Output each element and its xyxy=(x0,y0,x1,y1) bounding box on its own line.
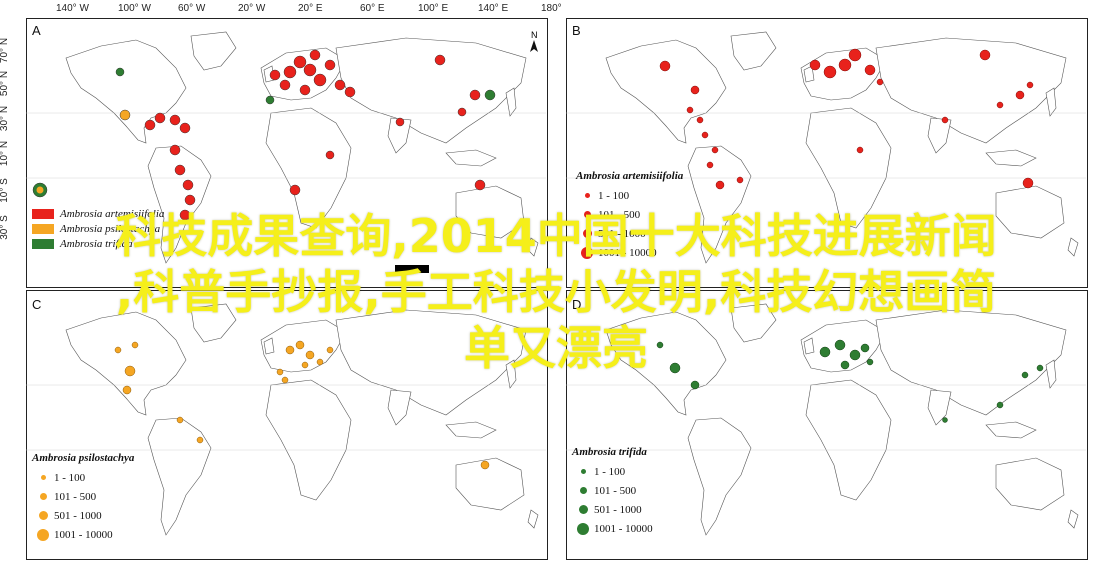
overlay-headline: 科技成果查询,2014中国十大科技进展新闻 ,科普手抄报,手工科技小发明,科技幻… xyxy=(0,208,1112,376)
legend-dot xyxy=(38,511,48,520)
legend-a-item: Ambrosia artemisiifolia xyxy=(32,206,164,221)
left-axis-label: 70° N xyxy=(0,37,11,64)
legend-a-item: Ambrosia trifida xyxy=(32,236,164,251)
legend-dot xyxy=(584,193,590,198)
legend-a: Ambrosia artemisiifolia Ambrosia psilost… xyxy=(32,206,164,251)
legend-label: 1 - 100 xyxy=(598,189,630,202)
legend-label: 501 - 1000 xyxy=(54,509,102,522)
legend-label: 1 - 100 xyxy=(54,471,86,484)
occurrence-points-c xyxy=(114,340,490,470)
legend-label: 501 - 1000 xyxy=(598,227,646,240)
legend-dot xyxy=(581,246,593,259)
top-axis-label: 60° W xyxy=(178,3,206,14)
legend-a-item: Ambrosia psilostachya xyxy=(32,221,164,236)
top-axis-label: 20° E xyxy=(298,3,323,14)
top-axis-label: 100° W xyxy=(118,3,151,14)
panel-label-c: C xyxy=(32,297,42,312)
legend-title: Ambrosia artemisiifolia xyxy=(576,170,684,182)
top-axis-label: 60° E xyxy=(360,3,385,14)
occurrence-points-a xyxy=(32,49,496,221)
legend-title: Ambrosia psilostachya xyxy=(32,452,135,464)
north-arrow xyxy=(530,40,538,52)
legend-label: 101 - 500 xyxy=(594,484,637,497)
legend-swatch xyxy=(32,208,54,219)
north-label: N xyxy=(531,30,538,40)
left-axis-label: 10° N xyxy=(0,140,11,167)
legend-dot xyxy=(577,522,589,535)
legend-swatch xyxy=(32,238,54,249)
scale-bar xyxy=(395,265,429,273)
legend-label: 501 - 1000 xyxy=(594,503,642,516)
legend-title: Ambrosia trifida xyxy=(572,446,647,458)
left-axis-label: 10° S xyxy=(0,178,10,203)
legend-dot xyxy=(579,487,587,494)
legend-swatch xyxy=(32,223,54,234)
top-axis-label: 140° W xyxy=(56,3,89,14)
legend-b: Ambrosia artemisiifolia 1 - 100 101 - 50… xyxy=(576,170,683,262)
legend-d: Ambrosia trifida 1 - 100 101 - 500 501 -… xyxy=(572,446,653,538)
overlay-line-3: 单又漂亮 xyxy=(464,321,648,375)
legend-label: 1001 - 10000 xyxy=(54,528,113,541)
legend-dot xyxy=(37,528,49,541)
left-axis-label: 30° N xyxy=(0,105,11,132)
overlay-line-1: 科技成果查询,2014中国十大科技进展新闻 xyxy=(115,209,997,263)
left-axis-label: 50° N xyxy=(0,70,11,97)
legend-label: Ambrosia psilostachya xyxy=(60,222,161,235)
legend-label: 1001 - 10000 xyxy=(594,522,653,535)
legend-dot xyxy=(39,493,47,500)
legend-c: Ambrosia psilostachya 1 - 100 101 - 500 … xyxy=(32,452,134,544)
legend-dot xyxy=(582,229,592,238)
overlay-line-2: ,科普手抄报,手工科技小发明,科技幻想画简 xyxy=(115,265,997,319)
panel-label-d: D xyxy=(572,297,582,312)
legend-dot xyxy=(578,505,588,514)
legend-label: Ambrosia artemisiifolia xyxy=(60,207,165,220)
legend-label: 101 - 500 xyxy=(598,208,641,221)
panel-label-b: B xyxy=(572,23,581,38)
occurrence-points-d xyxy=(656,339,1044,423)
legend-label: Ambrosia trifida xyxy=(60,237,133,250)
legend-label: 101 - 500 xyxy=(54,490,97,503)
legend-label: 1001 - 10000 xyxy=(598,246,657,259)
legend-dot xyxy=(40,475,46,480)
top-axis-label: 180° xyxy=(541,3,562,14)
top-axis-label: 140° E xyxy=(478,3,509,14)
legend-label: 1 - 100 xyxy=(594,465,626,478)
top-axis-label: 20° W xyxy=(238,3,266,14)
top-axis-label: 100° E xyxy=(418,3,449,14)
panel-label-a: A xyxy=(32,23,41,38)
legend-dot xyxy=(580,469,586,474)
legend-dot xyxy=(583,211,591,218)
occurrence-points-b xyxy=(659,48,1034,190)
